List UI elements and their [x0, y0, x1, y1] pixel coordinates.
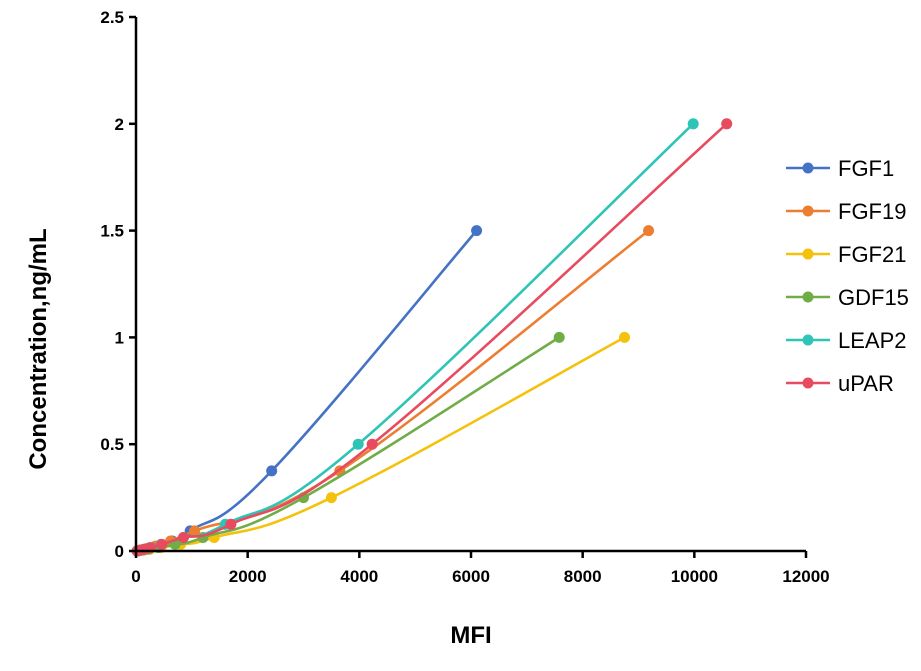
- data-point-gdf15: [553, 331, 565, 343]
- series-upar: [131, 118, 733, 557]
- series-line-upar: [135, 122, 729, 553]
- series-line-gdf15: [135, 336, 561, 553]
- legend-label: FGF19: [838, 199, 906, 224]
- legend-label: FGF1: [838, 156, 894, 181]
- series-line-leap2: [135, 122, 695, 553]
- plot-lines: [131, 118, 733, 557]
- x-tick-label: 2000: [229, 567, 267, 586]
- data-point-fgf19: [643, 225, 655, 237]
- legend-swatch-marker: [802, 248, 814, 260]
- legend-label: FGF21: [838, 242, 906, 267]
- legend-swatch-marker: [802, 162, 814, 174]
- y-tick-label: 2.5: [100, 8, 124, 27]
- data-point-upar: [177, 532, 189, 544]
- legend-swatch-marker: [802, 291, 814, 303]
- legend-swatch-marker: [802, 205, 814, 217]
- legend-item-fgf1: FGF1: [786, 156, 894, 181]
- y-tick-label: 0.5: [100, 435, 124, 454]
- data-point-fgf1: [471, 225, 483, 237]
- y-tick-label: 0: [115, 542, 124, 561]
- legend-label: LEAP2: [838, 328, 907, 353]
- data-point-upar: [156, 538, 168, 550]
- x-tick-label: 4000: [340, 567, 378, 586]
- plot-axes: 0 0.5 1 1.5 2 2.5 0 2000 4000 6000 8000 10000 12000: [100, 8, 829, 586]
- legend: FGF1 FGF19 FGF21 GDF15 LEAP2 uPAR: [786, 156, 909, 396]
- data-point-fgf21: [325, 492, 337, 504]
- data-point-fgf1: [266, 465, 278, 477]
- legend-item-leap2: LEAP2: [786, 328, 907, 353]
- y-tick-label: 1.5: [100, 222, 124, 241]
- series-line-fgf1: [136, 229, 478, 553]
- data-point-upar: [225, 518, 237, 530]
- series-leap2: [131, 118, 699, 557]
- data-point-fgf21: [619, 331, 631, 343]
- x-tick-label: 0: [131, 567, 140, 586]
- x-tick-label: 8000: [564, 567, 602, 586]
- legend-swatch-marker: [802, 334, 814, 346]
- data-point-upar: [366, 438, 378, 450]
- x-axis-title: MFI: [450, 622, 491, 649]
- y-tick-label: 2: [115, 115, 124, 134]
- legend-item-fgf21: FGF21: [786, 242, 906, 267]
- series-fgf1: [132, 225, 483, 557]
- x-tick-label: 6000: [452, 567, 490, 586]
- legend-label: GDF15: [838, 285, 909, 310]
- legend-swatch-marker: [802, 377, 814, 389]
- legend-item-fgf19: FGF19: [786, 199, 906, 224]
- legend-label: uPAR: [838, 371, 894, 396]
- series-line-fgf19: [135, 229, 650, 553]
- legend-item-upar: uPAR: [786, 371, 894, 396]
- series-gdf15: [131, 331, 565, 557]
- y-tick-label: 1: [115, 328, 124, 347]
- series-fgf19: [131, 225, 655, 557]
- data-point-upar: [721, 118, 733, 130]
- y-axis-title: Concentration,ng/mL: [25, 228, 52, 469]
- x-tick-label: 12000: [782, 567, 829, 586]
- data-point-leap2: [352, 438, 364, 450]
- data-point-leap2: [687, 118, 699, 130]
- legend-item-gdf15: GDF15: [786, 285, 909, 310]
- data-point-fgf19: [189, 525, 201, 537]
- series-line-fgf21: [135, 336, 626, 553]
- x-tick-label: 10000: [671, 567, 718, 586]
